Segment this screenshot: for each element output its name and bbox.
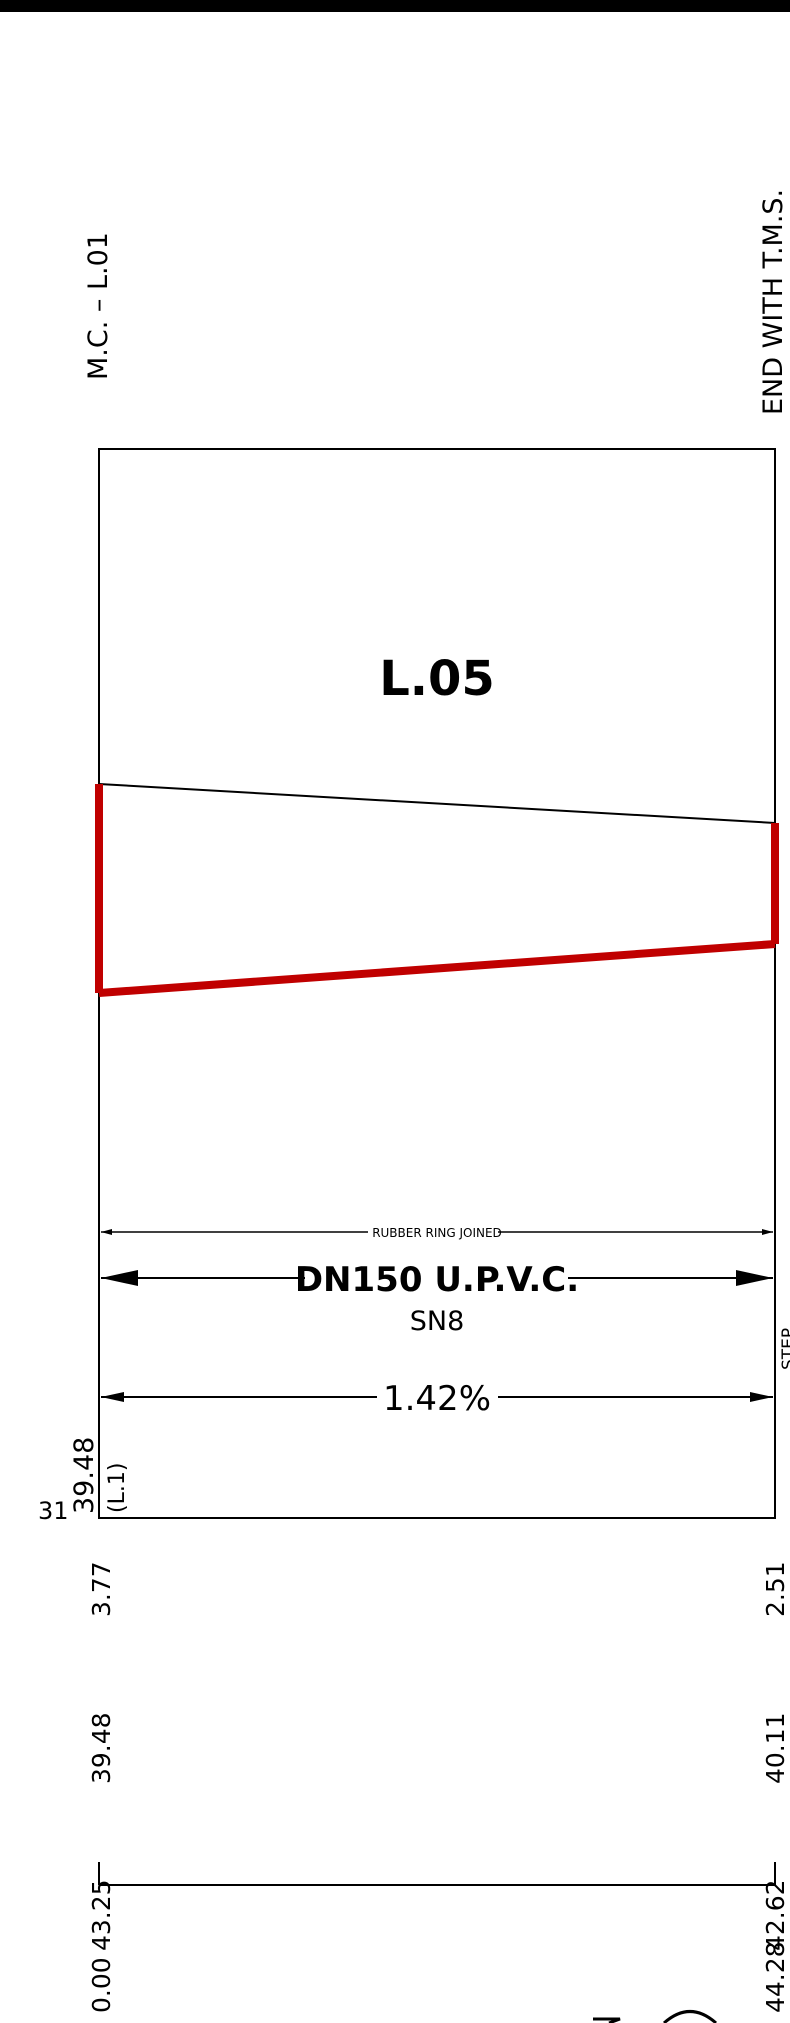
joint-dimension: RUBBER RING JOINED xyxy=(101,1226,773,1240)
arrowhead-right xyxy=(736,1270,773,1286)
pipe-invert-line xyxy=(98,940,776,997)
pipe-outline xyxy=(95,784,779,997)
right-edge-fragment: STEP .. .. .. .. xyxy=(779,1263,790,1370)
pipe-spec-label: DN150 U.P.V.C. xyxy=(295,1260,579,1300)
start-node-label: M.C. – L.01 xyxy=(83,232,114,380)
bottom-cutoff-marks xyxy=(593,2010,717,2023)
left-ground-value: 43.25 xyxy=(87,1879,116,1951)
right-depth-value: 2.51 xyxy=(761,1561,790,1617)
gradient-dimension: 1.42% xyxy=(101,1379,773,1419)
left-depth-value: 3.77 xyxy=(87,1561,116,1617)
pipe-spec-dimension: DN150 U.P.V.C. SN8 xyxy=(101,1260,773,1337)
left-invert-level-label: 39.48 xyxy=(69,1437,100,1514)
arrowhead-left xyxy=(101,1270,138,1286)
left-invert-value: 39.48 xyxy=(87,1712,116,1784)
top-border-bar xyxy=(0,0,790,12)
section-id-label: L.05 xyxy=(379,651,495,707)
left-invert-ref-label: (L.1) xyxy=(105,1463,130,1513)
left-data-column: 3.77 39.48 43.25 0.00 xyxy=(87,1561,116,2013)
joint-note-label: RUBBER RING JOINED xyxy=(372,1226,502,1240)
right-invert-value: 40.11 xyxy=(761,1712,790,1784)
ground-profile-line xyxy=(98,783,776,824)
ground-level-baseline xyxy=(98,1862,776,1886)
end-node-label: END WITH T.M.S. xyxy=(758,189,789,415)
left-chainage-value: 0.00 xyxy=(87,1957,116,2013)
right-data-column: 2.51 40.11 42.62 44.28 xyxy=(761,1561,790,2013)
stiffness-class-label: SN8 xyxy=(410,1306,465,1337)
right-chainage-value: 44.28 xyxy=(761,1941,790,2013)
right-ground-value: 42.62 xyxy=(761,1879,790,1951)
left-edge-fragment: 31 xyxy=(38,1497,69,1525)
gradient-label: 1.42% xyxy=(383,1379,491,1419)
